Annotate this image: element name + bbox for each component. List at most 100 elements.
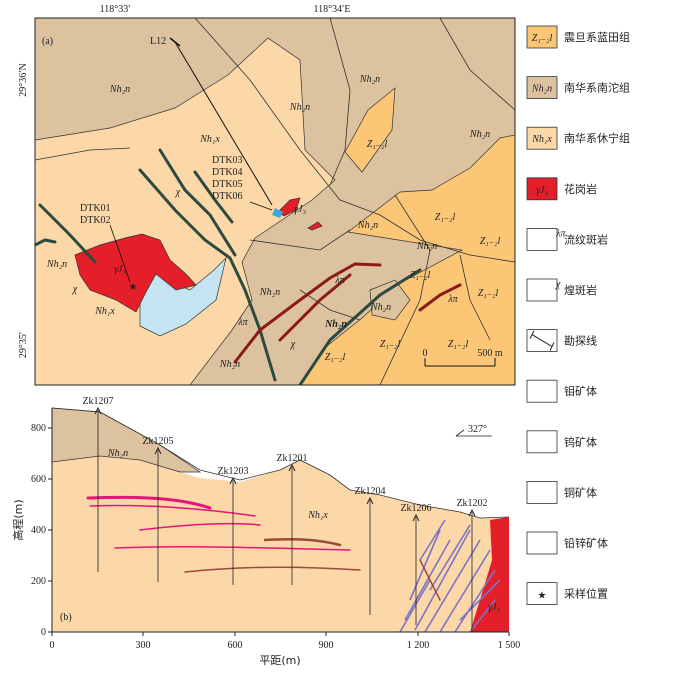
map-unit-label: Z₁₋₂l [435,212,456,223]
legend-symbol [549,342,555,351]
drill-label: DTK01 [80,203,111,214]
drillhole-label: Zk1207 [82,396,113,407]
legend-box [526,480,558,504]
legend-symbol-label: Nh₁x [531,134,552,145]
drillhole-head [468,508,476,517]
map-frame [34,17,516,386]
map-unit-label: γJ₃ [114,264,126,275]
map-unit-label: Nh₂n [109,84,130,95]
legend-box [526,379,558,403]
map-unit-label: Nh₂n [370,302,391,313]
map-unit-label: Nh₂n [324,319,347,330]
legend-label: 铜矿体 [564,485,597,499]
y-axis-title: 高程(m) [11,499,25,540]
x-tick-label: 0 [50,640,55,651]
drill-label: DTK03 [212,155,243,166]
legend-item: Z₁₋₂l 震旦系蓝田组 [526,25,630,49]
azimuth: 327° [468,424,487,435]
map-unit-label: Nh₂n [357,220,378,231]
map-unit-label: λπ [334,275,345,286]
x-tick-label: 300 [136,640,151,651]
legend-item: Nh₂n 南华系南沱组 [526,76,630,99]
drill-label: DTK05 [212,179,243,190]
x-tick-label: 1 500 [498,640,521,651]
legend-box [526,278,558,302]
legend-label: 钨矿体 [564,435,597,449]
section-unit-label: Nh₂n [107,448,128,459]
map-unit-label: Z₁₋₂l [448,339,469,350]
map-unit-label: γJ₃ [294,204,306,215]
drillhole-label: Zk1202 [456,498,487,509]
legend-label: 流纹斑岩 [564,232,608,246]
legend-label: 煌斑岩 [564,283,597,297]
scale-label: 500 m [477,348,503,359]
map-unit-label: χ [72,284,78,295]
map-unit-label: Z₁₋₂l [410,270,431,281]
lat-label: 29°36′N [18,63,29,96]
section-unit-label: Nh₁x [307,510,328,521]
drillhole-label: Zk1201 [276,453,307,464]
legend-label: 勘探线 [564,334,597,348]
drill-label: DTK02 [80,215,111,226]
map-unit-label: χ [175,187,181,198]
y-tick-label: 0 [41,627,46,638]
map-unit-label: χ [290,339,296,350]
legend-item: 铜矿体 [526,480,597,504]
map-unit-label: Nh₂n [469,129,490,140]
line-label: L12 [150,36,166,47]
x-axis-title: 平距(m) [259,654,300,667]
lon-label: 118°33′ [100,4,131,15]
legend-item: ★ 采样位置 [526,582,608,605]
map-unit-label: Nh₁x [199,134,220,145]
legend-label: 采样位置 [564,587,608,601]
legend-symbol-label: Nh₂n [531,84,552,95]
legend-item: 铅锌矿体 [526,531,608,555]
x-tick-label: 1 200 [407,640,430,651]
legend-box [526,227,558,251]
lat-label: 29°35′ [18,332,29,358]
drillhole-head [229,476,237,485]
legend-symbol-label: Z₁₋₂l [532,33,553,44]
drillhole-head [288,463,296,472]
map-panel-label: (a) [42,36,53,47]
y-tick-label: 200 [31,576,46,587]
x-tick-label: 900 [319,640,334,651]
map-unit-label: Nh₁x [94,306,115,317]
legend-item: 钼矿体 [526,379,597,403]
legend-label: 南华系休宁组 [564,131,630,145]
section-unit-label: γJ₃ [488,602,500,613]
legend-box [526,177,558,201]
map-unit-label: Nh₂n [259,287,280,298]
y-tick-label: 800 [31,423,46,434]
legend-symbol-label: λπ [555,228,566,239]
legend-item: 钨矿体 [526,430,597,454]
legend-item: Nh₁x 南华系休宁组 [526,126,630,150]
legend-box [526,531,558,555]
legend-box [526,582,558,605]
drillhole-head [412,513,420,522]
legend-symbol [529,330,535,339]
map-unit-label: λπ [237,317,248,328]
map-unit-label: Z₁₋₂l [380,339,401,350]
map-body: ★ [35,18,515,385]
legend-label: 铅锌矿体 [564,536,608,550]
map-unit-label: λπ [447,294,458,305]
x-tick-label: 600 [228,640,243,651]
y-tick-label: 400 [31,525,46,536]
scale-label: 0 [423,348,428,359]
section [51,407,510,633]
drillhole-label: Zk1206 [400,503,431,514]
legend-label: 南华系南沱组 [564,81,630,95]
legend-label: 钼矿体 [564,384,597,398]
drill-label: DTK06 [212,191,243,202]
map-unit-label: Z₁₋₂l [367,139,388,150]
legend-symbol [531,334,553,348]
map-unit-label: Z₁₋₂l [480,236,501,247]
legend-item: χ 煌斑岩 [526,278,597,302]
drill-label: DTK04 [212,167,243,178]
drillhole-head [366,496,374,505]
legend-label: 震旦系蓝田组 [564,30,630,44]
drillhole-label: Zk1204 [354,486,385,497]
